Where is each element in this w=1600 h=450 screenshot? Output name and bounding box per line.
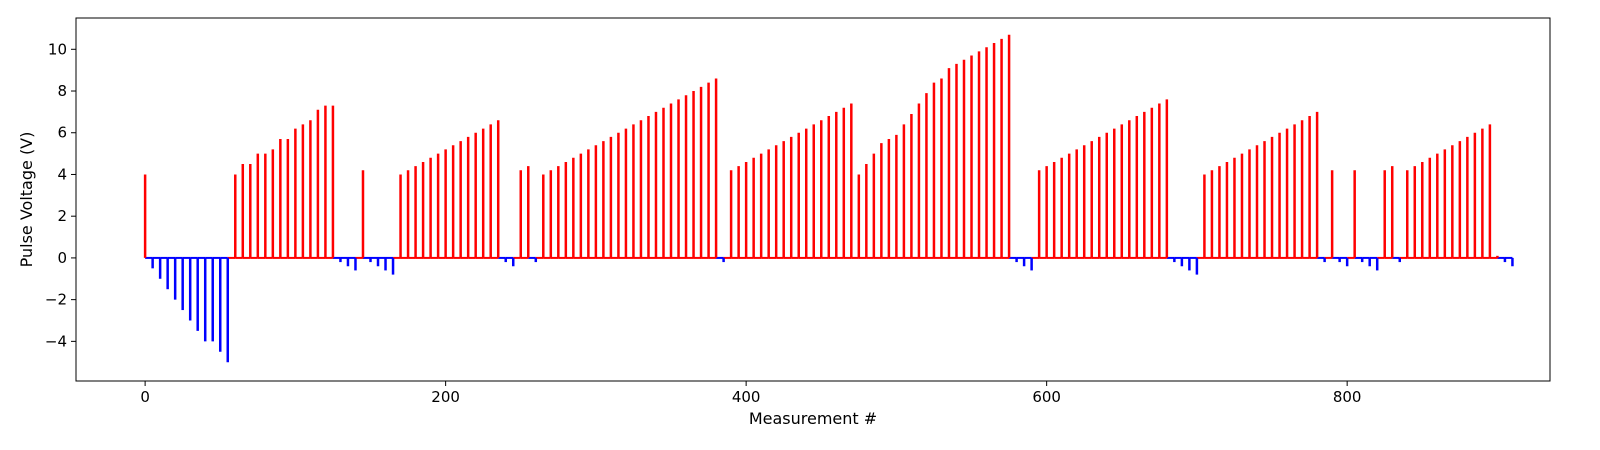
x-axis-label: Measurement # <box>749 409 877 428</box>
y-axis-label: Pulse Voltage (V) <box>17 132 36 268</box>
x-tick-label: 0 <box>140 388 150 406</box>
y-tick-label: 8 <box>57 82 67 100</box>
y-tick-label: −4 <box>45 332 67 350</box>
x-axis-ticks: 0 200 400 600 800 <box>140 381 1361 406</box>
y-tick-label: 0 <box>57 249 67 267</box>
y-tick-label: 6 <box>57 124 67 142</box>
y-tick-label: 2 <box>57 207 67 225</box>
plot-area-frame <box>75 17 1551 382</box>
y-tick-label: 10 <box>48 40 67 58</box>
y-tick-label: 4 <box>57 165 67 183</box>
bars-layer <box>143 34 1514 363</box>
x-tick-label: 200 <box>431 388 460 406</box>
y-axis-ticks: −4 −2 0 2 4 6 8 10 <box>45 40 76 350</box>
x-tick-label: 800 <box>1333 388 1362 406</box>
x-tick-label: 400 <box>732 388 761 406</box>
y-tick-label: −2 <box>45 291 67 309</box>
x-tick-label: 600 <box>1032 388 1061 406</box>
